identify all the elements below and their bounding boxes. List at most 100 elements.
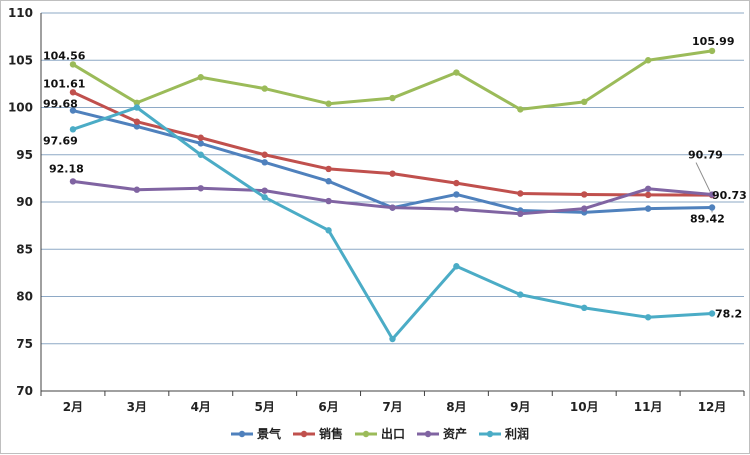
series-0-point (453, 191, 460, 198)
series-1-point (453, 179, 460, 187)
series-1-point (389, 170, 396, 177)
series-2-point (581, 98, 588, 106)
data-label: 99.68 (43, 98, 78, 111)
legend-item-3: 资产 (417, 426, 467, 441)
series-2 (69, 47, 716, 113)
series-1-point (69, 89, 77, 96)
series-2-point (453, 69, 460, 76)
legend-swatch-marker (424, 430, 432, 438)
series-0-point (261, 159, 268, 166)
legend-label: 景气 (257, 426, 281, 441)
series-3-point (517, 210, 524, 218)
series-1-point (644, 191, 652, 199)
y-tick-label: 110 (8, 6, 33, 20)
y-axis-ticks: 70 75 80 85 90 95 100 105 110 (8, 6, 33, 398)
data-label: 78.2 (715, 308, 742, 321)
legend-item-2: 出口 (355, 426, 405, 441)
data-label: 90.79 (688, 149, 723, 162)
series-4-point (133, 104, 141, 111)
series-2-point (261, 85, 268, 92)
y-tick-label: 100 (8, 101, 33, 115)
data-label: 89.42 (690, 212, 725, 225)
legend-swatch-marker (486, 430, 494, 438)
series-3-point (708, 191, 716, 198)
x-tick-label: 9月 (510, 400, 530, 414)
data-labels: 104.56 101.61 99.68 97.69 92.18 105.99 90.79 90… (43, 35, 747, 321)
series-0-point (325, 178, 332, 185)
series-4-point (708, 310, 716, 317)
series-4-point (197, 151, 204, 158)
y-tick-label: 70 (16, 384, 33, 398)
series-1-point (581, 191, 588, 198)
x-axis-ticks: 2月 3月 4月 5月 6月 7月 8月 9月 10月 11月 12月 (40, 391, 745, 414)
series-1-point (261, 151, 268, 158)
series-1-point (133, 118, 141, 125)
series-1-point (517, 190, 524, 197)
series-lines (69, 47, 716, 343)
x-tick-label: 10月 (570, 400, 599, 414)
x-tick-label: 12月 (698, 400, 727, 414)
series-2-point (389, 94, 396, 102)
x-tick-label: 11月 (634, 400, 663, 414)
x-tick-label: 8月 (446, 400, 466, 414)
series-3-point (261, 187, 268, 194)
series-3-point (133, 186, 141, 193)
y-tick-label: 95 (16, 148, 33, 162)
gridlines (41, 12, 744, 345)
series-4-point (517, 291, 524, 298)
series-3-point (644, 185, 652, 192)
legend-label: 销售 (319, 426, 343, 441)
series-0-point (644, 205, 652, 212)
series-4-point (389, 335, 396, 343)
y-tick-label: 105 (8, 53, 33, 67)
series-2-point (325, 100, 332, 107)
x-tick-label: 5月 (255, 400, 275, 414)
series-4-point (69, 126, 77, 133)
series-4-point (581, 304, 588, 312)
legend-swatch-marker (362, 430, 370, 438)
x-tick-label: 4月 (191, 400, 211, 414)
x-tick-label: 7月 (382, 400, 402, 414)
series-0-line (71, 109, 714, 214)
data-label: 90.73 (712, 189, 747, 202)
series-4-point (325, 227, 332, 234)
data-label: 104.56 (43, 49, 86, 62)
legend-label: 出口 (381, 426, 405, 441)
series-1-point (325, 165, 332, 173)
series-2-point (644, 57, 652, 64)
series-3-point (581, 205, 588, 212)
legend-swatch-marker (300, 430, 308, 438)
series-4 (69, 104, 716, 343)
data-label: 105.99 (692, 35, 734, 48)
data-label: 97.69 (43, 134, 78, 147)
x-tick-label: 3月 (127, 400, 147, 414)
legend-item-1: 销售 (293, 426, 343, 441)
data-label: 101.61 (43, 77, 85, 90)
series-4-point (644, 314, 652, 321)
series-1-point (197, 134, 204, 141)
legend-item-0: 景气 (231, 426, 281, 441)
legend-label: 资产 (443, 426, 467, 441)
y-tick-label: 75 (16, 337, 33, 351)
legend: 景气 销售 出口 资产 利润 (231, 426, 529, 441)
series-4-point (261, 194, 268, 201)
series-2-point (197, 74, 204, 81)
y-tick-label: 80 (16, 290, 33, 304)
series-2-point (69, 61, 77, 68)
series-0-point (69, 107, 77, 114)
data-label: 92.18 (49, 162, 84, 175)
series-4-line (71, 106, 714, 341)
series-3-point (389, 204, 396, 211)
label-leader-line (695, 162, 711, 192)
series-3-point (325, 197, 332, 205)
series-3-point (197, 185, 204, 192)
y-tick-label: 85 (16, 242, 33, 256)
x-tick-label: 6月 (318, 400, 338, 414)
series-3-point (69, 178, 77, 185)
series-3-point (453, 205, 460, 213)
x-tick-label: 2月 (63, 400, 83, 414)
legend-item-4: 利润 (479, 426, 529, 441)
y-tick-label: 90 (16, 195, 33, 209)
